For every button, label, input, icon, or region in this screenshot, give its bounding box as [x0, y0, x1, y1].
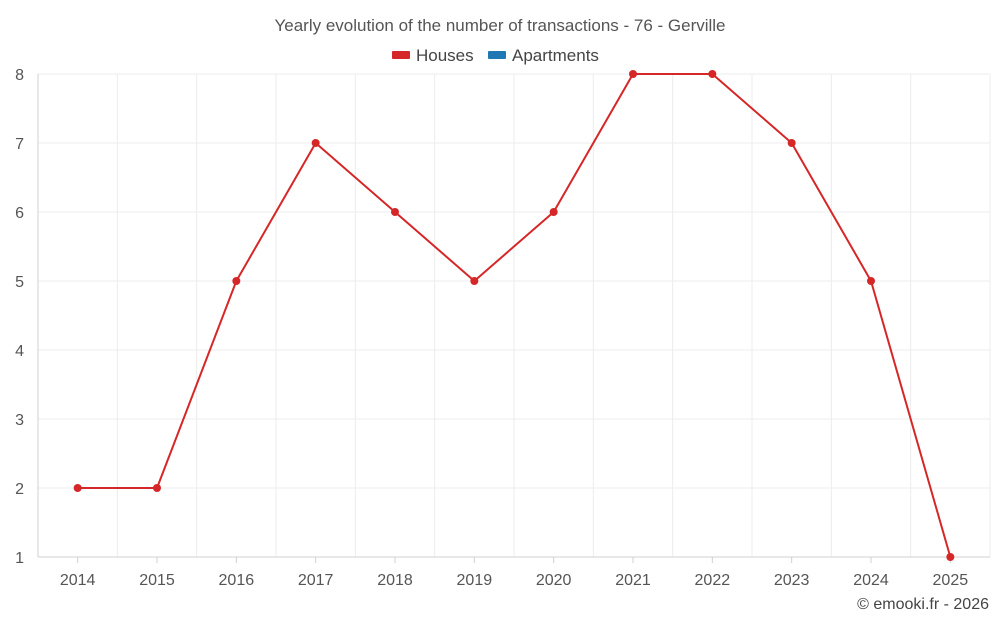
y-tick-label: 2 — [15, 481, 24, 498]
x-tick-label: 2019 — [457, 572, 493, 589]
y-tick-label: 8 — [15, 67, 24, 84]
data-point-houses[interactable] — [232, 277, 241, 285]
x-tick-label: 2014 — [60, 572, 96, 589]
x-tick-label: 2024 — [853, 572, 889, 589]
data-point-houses[interactable] — [708, 70, 717, 78]
grid — [37, 73, 991, 557]
x-tick-label: 2015 — [139, 572, 175, 589]
x-tick-label: 2023 — [774, 572, 810, 589]
x-tick-label: 2020 — [536, 572, 572, 589]
data-point-houses[interactable] — [153, 484, 161, 492]
data-point-houses[interactable] — [867, 277, 875, 285]
y-tick-label: 6 — [15, 205, 24, 222]
legend-item-apartments[interactable]: Apartments — [488, 46, 599, 65]
legend-swatch-apartments — [488, 51, 506, 59]
data-point-houses[interactable] — [787, 139, 796, 147]
y-tick-label: 5 — [15, 274, 24, 291]
legend-item-houses[interactable]: Houses — [392, 46, 474, 65]
axes: 1 2 3 4 5 6 7 8 2014 2015 2016 2017 2018 2019 2020 2021… — [15, 67, 990, 589]
legend-label-houses: Houses — [416, 46, 474, 65]
x-tick-label: 2017 — [298, 572, 334, 589]
data-point-houses[interactable] — [311, 139, 320, 147]
data-point-houses[interactable] — [629, 70, 637, 78]
data-point-houses[interactable] — [73, 484, 82, 492]
y-tick-label: 4 — [15, 343, 24, 360]
x-tick-label: 2018 — [377, 572, 413, 589]
x-tick-label: 2016 — [219, 572, 255, 589]
data-point-houses[interactable] — [391, 208, 399, 216]
data-point-houses[interactable] — [946, 553, 955, 561]
y-tick-label: 1 — [15, 550, 24, 567]
y-tick-label: 3 — [15, 412, 24, 429]
x-tick-label: 2022 — [695, 572, 731, 589]
credit-text: © emooki.fr - 2026 — [857, 596, 989, 613]
data-point-houses[interactable] — [549, 208, 558, 216]
x-tick-label: 2025 — [933, 572, 969, 589]
series — [73, 70, 955, 561]
legend-swatch-houses — [392, 51, 410, 59]
legend-label-apartments: Apartments — [512, 46, 599, 65]
x-tick-label: 2021 — [615, 572, 651, 589]
data-point-houses[interactable] — [470, 277, 479, 285]
chart-title: Yearly evolution of the number of transa… — [274, 16, 725, 35]
series-line-houses — [77, 73, 952, 558]
y-tick-label: 7 — [15, 136, 24, 153]
legend: Houses Apartments — [392, 46, 599, 65]
